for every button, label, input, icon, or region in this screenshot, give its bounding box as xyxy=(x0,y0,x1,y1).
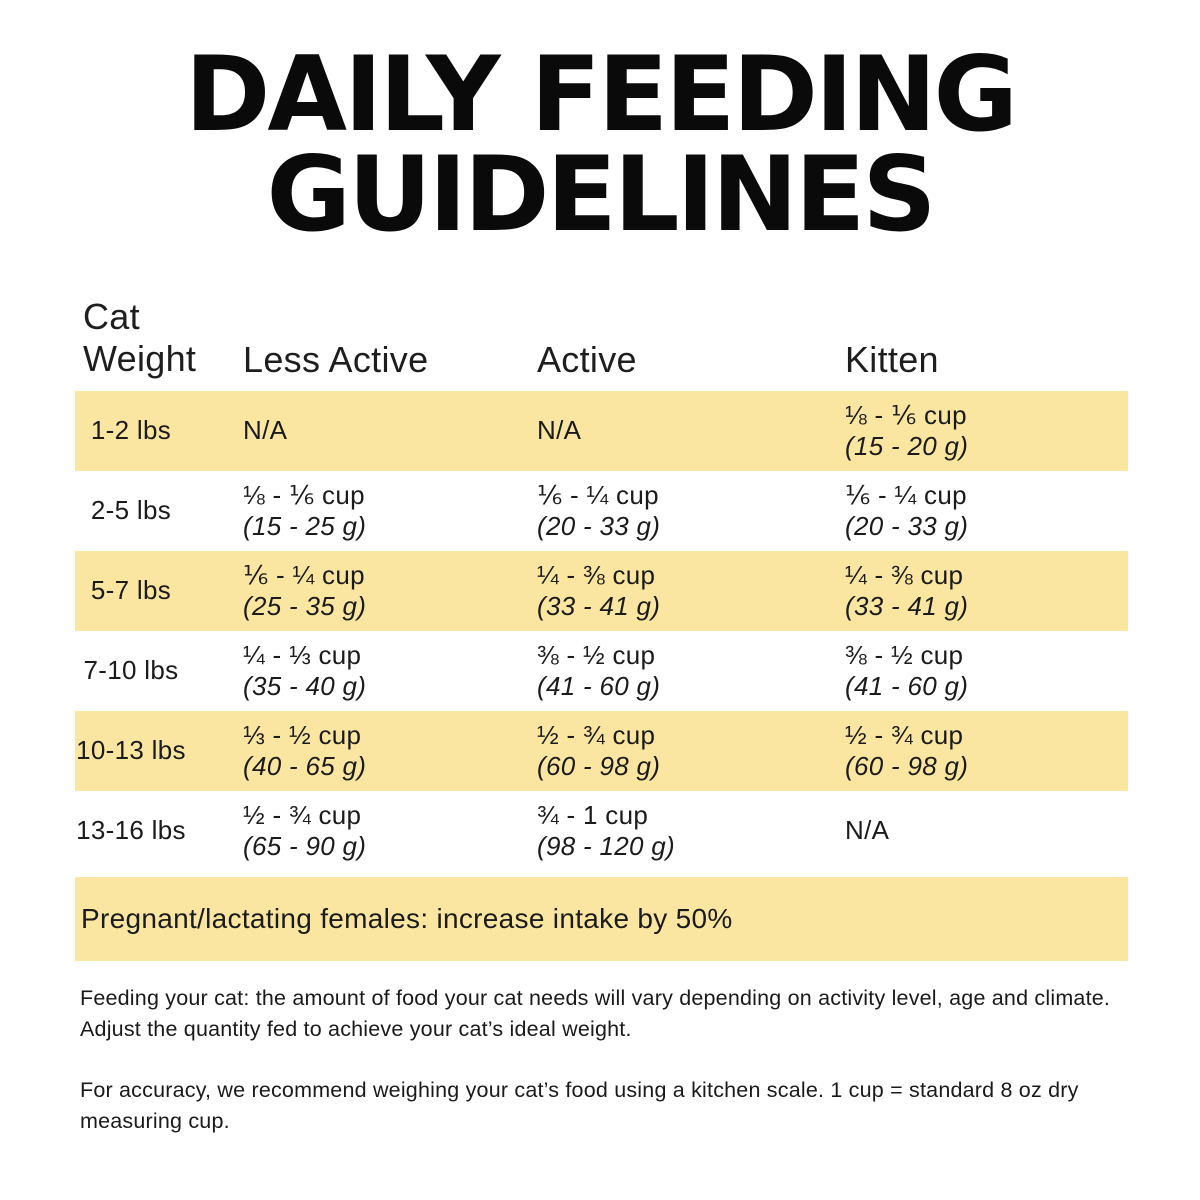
pregnant-lactating-banner: Pregnant/lactating females: increase int… xyxy=(75,876,1128,961)
gram-amount: (33 - 41 g) xyxy=(537,590,661,621)
table-row-2-5-lbs: 2-5 lbs ⅛ - ⅙ cup (15 - 25 g) ⅙ - ¼ cup … xyxy=(75,471,1128,551)
page-title: DAILY FEEDING GUIDELINES xyxy=(0,35,1200,255)
gram-amount: (20 - 33 g) xyxy=(537,510,661,541)
cup-amount: N/A xyxy=(537,415,582,446)
cup-amount: ⅙ - ¼ cup xyxy=(243,559,365,590)
gram-amount: (15 - 25 g) xyxy=(243,510,367,541)
header-cat-weight: Cat Weight xyxy=(83,295,197,380)
gram-amount: (15 - 20 g) xyxy=(845,430,969,461)
cup-amount: ¼ - ⅓ cup xyxy=(243,639,362,670)
cup-amount: ⅜ - ½ cup xyxy=(845,639,964,670)
cup-amount: ⅛ - ⅙ cup xyxy=(243,479,365,510)
cup-amount: ½ - ¾ cup xyxy=(845,719,964,750)
gram-amount: (41 - 60 g) xyxy=(537,670,661,701)
table-row-13-16-lbs: 13-16 lbs ½ - ¾ cup (65 - 90 g) ¾ - 1 cu… xyxy=(75,791,1128,871)
page-title-line1: DAILY FEEDING xyxy=(184,35,1018,155)
cup-amount: ¼ - ⅜ cup xyxy=(845,559,964,590)
cup-amount: ½ - ¾ cup xyxy=(537,719,656,750)
gram-amount: (60 - 98 g) xyxy=(845,750,969,781)
active-cell: ¼ - ⅜ cup (33 - 41 g) xyxy=(537,551,845,631)
header-kitten: Kitten xyxy=(845,338,939,380)
cat-weight-cell: 5-7 lbs xyxy=(90,575,172,606)
gram-amount: (25 - 35 g) xyxy=(243,590,367,621)
less-active-cell: ⅓ - ½ cup (40 - 65 g) xyxy=(243,711,537,791)
cat-weight-cell: 10-13 lbs xyxy=(76,735,186,766)
feeding-table: Cat Weight Less Active Active Kitten 1-2… xyxy=(75,296,1128,1138)
kitten-cell: ½ - ¾ cup (60 - 98 g) xyxy=(845,711,1128,791)
cup-amount: N/A xyxy=(243,415,288,446)
cup-amount: ⅓ - ½ cup xyxy=(243,719,362,750)
gram-amount: (40 - 65 g) xyxy=(243,750,367,781)
less-active-cell: N/A xyxy=(243,391,537,471)
less-active-cell: ½ - ¾ cup (65 - 90 g) xyxy=(243,791,537,871)
active-cell: ⅙ - ¼ cup (20 - 33 g) xyxy=(537,471,845,551)
kitten-cell: ⅛ - ⅙ cup (15 - 20 g) xyxy=(845,391,1128,471)
cup-amount: ⅙ - ¼ cup xyxy=(845,479,967,510)
active-cell: N/A xyxy=(537,391,845,471)
cup-amount: ½ - ¾ cup xyxy=(243,799,362,830)
accuracy-note: For accuracy, we recommend weighing your… xyxy=(80,1078,1079,1134)
kitten-cell: ⅙ - ¼ cup (20 - 33 g) xyxy=(845,471,1128,551)
cat-weight-cell: 2-5 lbs xyxy=(90,495,172,526)
cat-weight-cell: 7-10 lbs xyxy=(83,655,179,686)
cup-amount: ¾ - 1 cup xyxy=(537,799,649,830)
kitten-cell: ⅜ - ½ cup (41 - 60 g) xyxy=(845,631,1128,711)
feeding-note: Feeding your cat: the amount of food you… xyxy=(80,985,1111,1041)
gram-amount: (20 - 33 g) xyxy=(845,510,969,541)
less-active-cell: ⅛ - ⅙ cup (15 - 25 g) xyxy=(243,471,537,551)
table-row-5-7-lbs: 5-7 lbs ⅙ - ¼ cup (25 - 35 g) ¼ - ⅜ cup … xyxy=(75,550,1128,631)
kitten-cell: ¼ - ⅜ cup (33 - 41 g) xyxy=(845,551,1128,631)
gram-amount: (65 - 90 g) xyxy=(243,830,367,861)
gram-amount: (41 - 60 g) xyxy=(845,670,969,701)
less-active-cell: ¼ - ⅓ cup (35 - 40 g) xyxy=(243,631,537,711)
table-row-7-10-lbs: 7-10 lbs ¼ - ⅓ cup (35 - 40 g) ⅜ - ½ cup… xyxy=(75,631,1128,711)
gram-amount: (98 - 120 g) xyxy=(537,830,676,861)
gram-amount: (35 - 40 g) xyxy=(243,670,367,701)
active-cell: ⅜ - ½ cup (41 - 60 g) xyxy=(537,631,845,711)
table-body: 1-2 lbs N/A N/A ⅛ - ⅙ cup (15 - 20 g) 2-… xyxy=(75,390,1128,871)
less-active-cell: ⅙ - ¼ cup (25 - 35 g) xyxy=(243,551,537,631)
table-header-row: Cat Weight Less Active Active Kitten xyxy=(75,296,1128,381)
table-row-1-2-lbs: 1-2 lbs N/A N/A ⅛ - ⅙ cup (15 - 20 g) xyxy=(75,390,1128,471)
header-less-active: Less Active xyxy=(243,338,429,380)
gram-amount: (33 - 41 g) xyxy=(845,590,969,621)
active-cell: ½ - ¾ cup (60 - 98 g) xyxy=(537,711,845,791)
cup-amount: ⅜ - ½ cup xyxy=(537,639,656,670)
cup-amount: ⅙ - ¼ cup xyxy=(537,479,659,510)
cat-weight-cell: 1-2 lbs xyxy=(90,415,172,446)
gram-amount: (60 - 98 g) xyxy=(537,750,661,781)
active-cell: ¾ - 1 cup (98 - 120 g) xyxy=(537,791,845,871)
table-row-10-13-lbs: 10-13 lbs ⅓ - ½ cup (40 - 65 g) ½ - ¾ cu… xyxy=(75,710,1128,791)
header-active: Active xyxy=(537,338,637,380)
cat-weight-cell: 13-16 lbs xyxy=(76,815,186,846)
kitten-cell: N/A xyxy=(845,791,1128,871)
cup-amount: ⅛ - ⅙ cup xyxy=(845,399,967,430)
page-title-line2: GUIDELINES xyxy=(266,134,936,255)
cup-amount: ¼ - ⅜ cup xyxy=(537,559,656,590)
cup-amount: N/A xyxy=(845,815,890,846)
